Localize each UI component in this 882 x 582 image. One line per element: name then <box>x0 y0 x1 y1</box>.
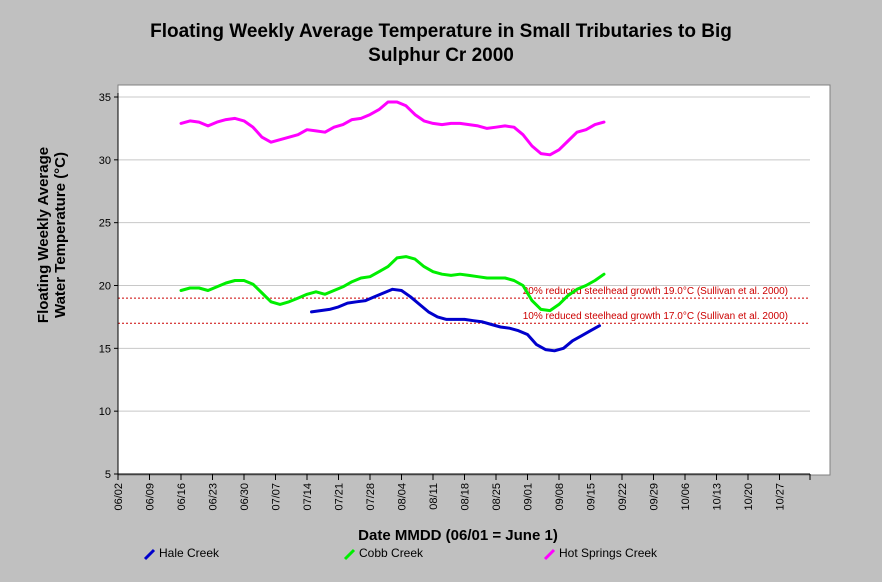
x-tick-label: 06/02 <box>113 483 125 511</box>
x-tick-label: 09/08 <box>554 483 566 511</box>
x-tick-label: 08/18 <box>460 483 472 511</box>
x-tick-label: 09/01 <box>523 483 535 511</box>
plot-background <box>117 84 831 476</box>
x-tick-label: 10/20 <box>743 483 755 511</box>
y-tick-label: 20 <box>99 281 111 293</box>
y-tick-label: 35 <box>99 92 111 104</box>
y-axis-title-line-1: Floating Weekly Average <box>35 147 52 323</box>
x-tick-label: 10/27 <box>775 483 787 511</box>
y-axis-title-line-2: Water Temperature (°C) <box>52 152 69 318</box>
y-tick-label: 5 <box>105 469 111 481</box>
y-axis-title: Floating Weekly Average Water Temperatur… <box>35 147 69 323</box>
series-line-hale-creek <box>310 287 601 353</box>
grid-layer <box>118 96 810 412</box>
series-line-hot-springs-creek <box>179 100 606 157</box>
x-tick-label: 06/23 <box>208 483 220 511</box>
reference-lines: 20% reduced steelhead growth 19.0°C (Sul… <box>118 286 810 324</box>
y-tick-label: 15 <box>99 343 111 355</box>
x-tick-label: 09/22 <box>617 483 629 511</box>
legend-swatch-hale-creek <box>143 548 156 560</box>
x-tick-label: 06/16 <box>176 483 188 511</box>
legend-swatch-hot-springs-creek <box>543 548 556 560</box>
x-tick-label: 08/04 <box>397 483 409 511</box>
x-tick-label: 08/25 <box>491 483 503 511</box>
x-tick-label: 07/14 <box>302 483 314 511</box>
x-tick-label: 10/13 <box>712 483 724 511</box>
axes: 5 10 15 20 25 30 35 06/02 06/09 06/16 06/23 06/30 07… <box>99 92 811 511</box>
x-tick-label: 07/28 <box>365 483 377 511</box>
x-tick-label: 06/30 <box>239 483 251 511</box>
legend-item-cobb-creek: Cobb Creek <box>343 546 423 561</box>
chart-title: Floating Weekly Average Temperature in S… <box>0 20 882 68</box>
y-tick-label: 25 <box>99 218 111 230</box>
legend: Hale Creek Cobb Creek Hot Springs Creek <box>0 546 882 566</box>
legend-item-hot-springs-creek: Hot Springs Creek <box>543 546 657 561</box>
chart-title-line-2: Sulphur Cr 2000 <box>368 45 514 66</box>
x-tick-label: 06/09 <box>145 483 157 511</box>
y-tick-label: 10 <box>99 406 111 418</box>
legend-swatch-cobb-creek <box>343 548 356 560</box>
series-lines <box>179 100 606 353</box>
series-line-cobb-creek <box>179 255 606 313</box>
legend-label-hot-springs-creek: Hot Springs Creek <box>559 546 658 560</box>
x-tick-label: 07/21 <box>334 483 346 511</box>
x-tick-label: 08/11 <box>428 483 440 510</box>
legend-item-hale-creek: Hale Creek <box>143 546 219 561</box>
x-tick-label: 10/06 <box>680 483 692 511</box>
reference-label-2: 10% reduced steelhead growth 17.0°C (Sul… <box>523 311 788 322</box>
reference-label-1: 20% reduced steelhead growth 19.0°C (Sul… <box>523 286 788 297</box>
chart-title-line-1: Floating Weekly Average Temperature in S… <box>150 21 732 42</box>
legend-label-cobb-creek: Cobb Creek <box>359 546 424 560</box>
x-tick-label: 09/29 <box>649 483 661 511</box>
x-tick-label: 09/15 <box>586 483 598 511</box>
x-tick-label: 07/07 <box>271 483 283 511</box>
legend-label-hale-creek: Hale Creek <box>159 546 220 560</box>
x-axis-title: Date MMDD (06/01 = June 1) <box>358 527 558 544</box>
y-tick-label: 30 <box>99 155 111 167</box>
